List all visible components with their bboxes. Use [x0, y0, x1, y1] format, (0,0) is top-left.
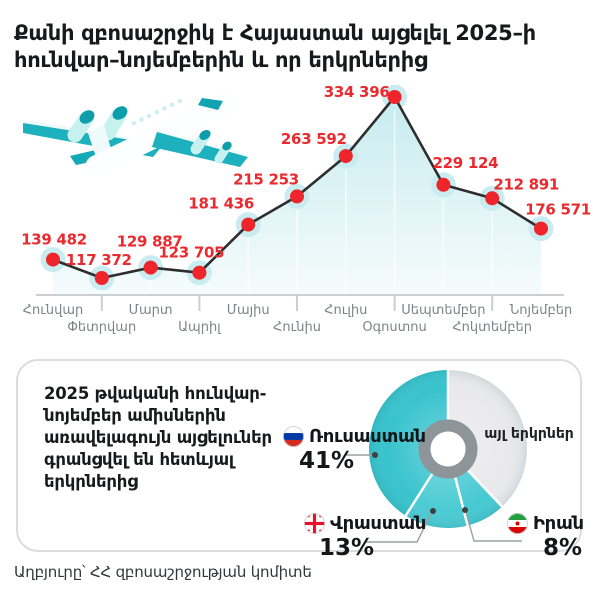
- value-label: 176 571: [525, 201, 591, 219]
- airplane-illustration: [23, 92, 248, 177]
- month-label: Հունվար: [23, 303, 84, 318]
- value-label: 129 887: [117, 233, 183, 251]
- value-label: 123 705: [159, 244, 225, 262]
- data-point: [241, 217, 256, 232]
- donut-center-hole: [430, 431, 466, 467]
- data-point: [436, 177, 451, 192]
- value-label: 139 482: [21, 231, 87, 249]
- month-label: Սեպտեմբեր: [401, 303, 485, 318]
- value-label: 181 436: [188, 195, 254, 213]
- title-line-2: հունվար–նոյեմբերին և որ երկրներից: [14, 48, 428, 72]
- month-label: Հունիս: [273, 320, 321, 335]
- percent-label-georgia: 13%: [319, 535, 375, 561]
- value-label: 117 372: [66, 251, 132, 269]
- data-point: [534, 221, 548, 236]
- value-label: 212 891: [493, 175, 559, 193]
- value-label: 229 124: [433, 154, 499, 172]
- legend-item-georgia: Վրաստան 13%: [304, 513, 426, 561]
- page-title: Քանի զբոսաշրջիկ է Հայաստան այցելել 2025–…: [14, 20, 589, 74]
- month-label: Ապրիլ: [178, 320, 221, 335]
- month-label: Փետրվար: [67, 320, 136, 335]
- data-point: [46, 252, 60, 267]
- percent-label-iran: 8%: [543, 535, 583, 561]
- data-point: [94, 271, 109, 285]
- title-line-1: Քանի զբոսաշրջիկ է Հայաստան այցելել 2025–…: [14, 21, 536, 45]
- summary-panel: 2025 թվականի հունվար-նոյեմբեր ամիսներին …: [16, 359, 584, 561]
- donut-center-ring: [418, 419, 478, 479]
- leader-dot: [372, 452, 378, 458]
- other-countries-label: այլ երկրներ: [484, 426, 574, 442]
- month-label: Օգոստոս: [362, 320, 426, 335]
- legend-item-russia: Ռուսաստան 41%: [283, 426, 426, 474]
- chart-area-fill: [53, 97, 541, 294]
- country-label-russia: Ռուսաստան: [309, 426, 426, 447]
- data-point: [143, 260, 158, 275]
- leader-dot: [430, 508, 436, 514]
- iran-flag-icon: [507, 513, 528, 534]
- data-point: [338, 149, 353, 164]
- country-label-georgia: Վրաստան: [330, 513, 427, 534]
- value-label: 263 592: [281, 130, 347, 148]
- month-label: Մարտ: [129, 303, 173, 318]
- percent-label-russia: 41%: [299, 448, 355, 474]
- leader-line: [365, 511, 433, 543]
- country-label-iran: Իրան: [533, 513, 584, 534]
- legend-item-iran: Իրան 8%: [507, 513, 584, 561]
- value-label: 215 253: [233, 170, 299, 188]
- data-point: [485, 191, 500, 206]
- data-point: [290, 189, 304, 204]
- leader-line: [465, 511, 522, 542]
- month-label: Հոկտեմբեր: [452, 320, 532, 335]
- month-label: Մայիս: [227, 303, 270, 318]
- data-point: [387, 90, 402, 104]
- countries-donut-chart: [346, 370, 528, 543]
- data-point: [192, 265, 207, 280]
- georgia-flag-icon: [304, 513, 325, 534]
- value-label: 334 396: [324, 85, 390, 101]
- month-label: Նոյեմբեր: [510, 303, 572, 318]
- russia-flag-icon: [283, 426, 304, 447]
- month-label: Հուլիս: [324, 303, 367, 318]
- source-caption: Աղբյուրը՝ ՀՀ զբոսաշրջության կոմիտե: [14, 563, 312, 581]
- leader-dot: [462, 507, 468, 513]
- panel-description: 2025 թվականի հունվար-նոյեմբեր ամիսներին …: [44, 384, 272, 491]
